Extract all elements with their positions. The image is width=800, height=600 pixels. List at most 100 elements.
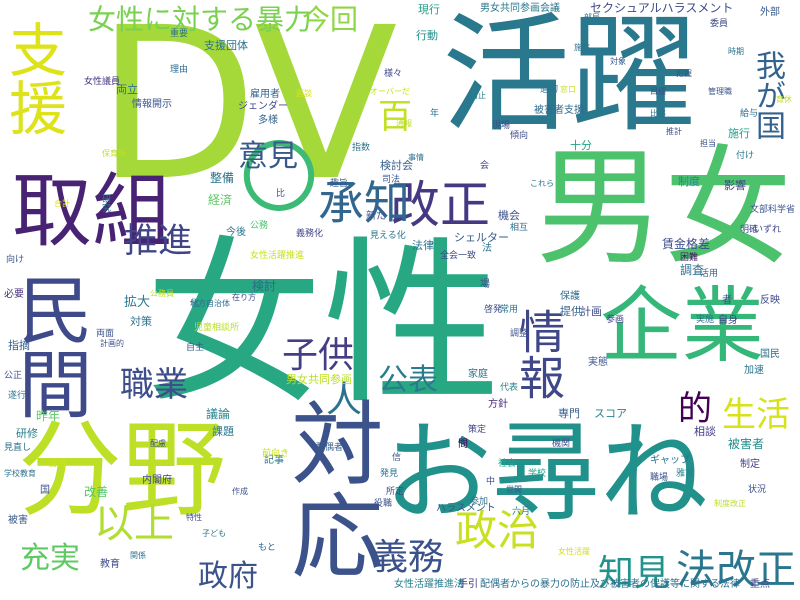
word-cloud-term: 付け	[736, 151, 755, 161]
word-cloud-term: 充実	[20, 541, 80, 576]
word-cloud-term: 情報	[512, 308, 566, 400]
word-cloud-term: 提供	[560, 305, 582, 318]
word-cloud-term: 政府	[198, 559, 258, 594]
word-cloud-term: 公正	[4, 371, 23, 381]
word-cloud-term: 女性活躍	[558, 547, 590, 556]
word-cloud-term: 策定	[468, 425, 487, 435]
word-cloud-term: 前向き	[262, 449, 290, 459]
word-cloud-term: 推計	[666, 127, 682, 136]
word-cloud-term: 専門	[558, 407, 580, 420]
word-cloud-term: いずれ	[754, 225, 782, 235]
word-cloud-term: 人	[320, 380, 361, 416]
word-cloud-term: 内閣府	[142, 475, 172, 486]
word-cloud-term: 所定	[386, 487, 405, 497]
word-cloud-term: 重要	[170, 29, 189, 39]
word-cloud-term: 知見	[598, 553, 671, 594]
word-cloud-term: 向け	[6, 255, 25, 265]
word-cloud-term: 相互	[510, 223, 529, 233]
word-cloud-term: 事情	[408, 153, 424, 162]
word-cloud-term: 議論	[206, 407, 231, 421]
word-cloud-term: 現場	[492, 121, 511, 131]
word-cloud-term: セクシュアルハラスメント	[590, 1, 734, 15]
word-cloud-term: 指摘	[8, 339, 30, 352]
word-cloud-term: 重点	[750, 579, 770, 590]
word-cloud-term: 場	[480, 279, 490, 290]
word-cloud-term: 賃金格差	[662, 237, 711, 251]
word-cloud-term: 男女共同参画会議	[480, 3, 560, 14]
word-cloud-term: 被害	[8, 515, 28, 526]
word-cloud-term: 分野	[18, 409, 227, 531]
word-cloud-term: 在り方	[232, 293, 256, 302]
word-cloud-term: 実施	[696, 315, 715, 325]
word-cloud-term: 目標	[650, 87, 666, 96]
word-cloud-term: お尋ね	[384, 411, 709, 536]
word-cloud-term: 者	[722, 295, 732, 306]
word-cloud-term: 配偶者	[316, 443, 344, 453]
word-cloud-term: 理由	[170, 65, 189, 75]
word-cloud-term: 趣旨	[330, 179, 349, 189]
word-cloud-term: 問	[458, 439, 468, 450]
word-cloud-term: 職場	[650, 473, 669, 483]
word-cloud-term: 啓発	[484, 305, 503, 315]
word-cloud-term: 子ども	[202, 529, 226, 538]
word-cloud-term: 加速	[744, 365, 764, 376]
word-cloud-term: 昨年	[36, 409, 61, 423]
word-cloud-term: 外部	[760, 7, 780, 18]
word-cloud-term: DV	[96, 0, 398, 227]
word-cloud-term: シェルター	[454, 231, 509, 244]
word-cloud-term: 方針	[488, 399, 508, 410]
word-cloud-term: 文部科学省	[750, 205, 796, 215]
word-cloud-term: 対策	[130, 315, 152, 328]
word-cloud-term: 国民	[760, 349, 780, 360]
word-cloud-term: 合計	[54, 199, 70, 208]
word-cloud-term: 女性議員	[84, 77, 121, 87]
word-cloud-term: 指数	[352, 143, 371, 153]
word-cloud-term: 記事	[264, 455, 284, 466]
word-cloud-term: 承知	[318, 176, 410, 230]
word-cloud-term: 明確	[740, 225, 759, 235]
word-cloud-term: 国	[40, 485, 50, 496]
word-cloud-term: 見直し	[4, 443, 32, 453]
word-cloud-term: もと	[258, 543, 276, 553]
word-cloud-term: ハラスメント	[436, 503, 496, 514]
word-cloud-term: 発見	[380, 469, 399, 479]
word-cloud-term: 反映	[760, 295, 780, 306]
word-cloud-term: 女性活躍推進	[250, 251, 305, 261]
word-cloud-term: 社会	[498, 459, 517, 469]
word-cloud-term: 公務	[250, 221, 269, 231]
word-cloud-term: 関係	[130, 551, 146, 560]
word-cloud-term: 機関	[552, 439, 571, 449]
word-cloud-term: 義務	[372, 537, 445, 578]
word-cloud-term: 新た	[366, 211, 386, 222]
word-cloud-term: オーバーだ	[370, 87, 410, 96]
word-cloud-term: 百	[378, 97, 412, 137]
word-cloud-term: 情報開示	[132, 99, 172, 110]
word-cloud-term: 支援	[0, 20, 67, 136]
word-cloud-term: 拡大	[124, 295, 151, 310]
word-cloud-term: 法律	[412, 239, 434, 252]
word-cloud-term: 我が国	[750, 50, 785, 140]
word-cloud-term: 企業	[600, 279, 765, 374]
word-cloud-term: 男女	[536, 134, 793, 283]
word-cloud-term: 整備	[210, 171, 235, 185]
word-cloud-term: 様々	[384, 69, 403, 79]
word-cloud-term: 民間	[6, 272, 92, 420]
word-cloud-term: 比	[276, 189, 286, 199]
word-cloud-term: 影響	[724, 179, 746, 192]
word-cloud-term: 活用	[700, 269, 719, 279]
word-cloud-term: 公務員	[150, 289, 174, 298]
word-cloud-term: 現行	[418, 3, 440, 16]
word-cloud-term: 自身	[718, 315, 738, 326]
word-cloud-term: 経済	[208, 193, 233, 207]
word-cloud-term: 特性	[186, 513, 202, 522]
word-cloud-term: 職業	[120, 365, 188, 405]
word-cloud-term: 対応	[276, 396, 383, 580]
word-cloud-term: 委員	[710, 19, 729, 29]
word-cloud-term: 課題	[212, 425, 234, 438]
word-cloud-term: 機会	[498, 209, 520, 222]
word-cloud-term: 通報	[396, 119, 412, 128]
word-cloud-term: 比率	[650, 109, 666, 118]
word-cloud-term: 改正	[390, 176, 490, 234]
word-cloud-term: 六月	[512, 507, 531, 517]
